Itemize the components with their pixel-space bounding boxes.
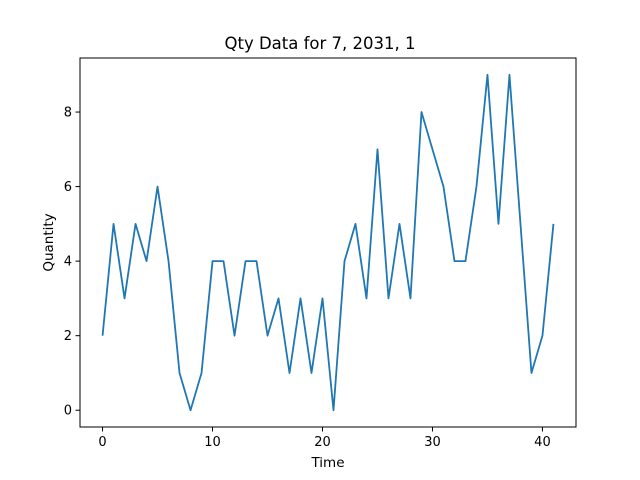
series-line-0 bbox=[101, 73, 555, 412]
x-tick-label: 0 bbox=[98, 435, 106, 450]
y-tick-label: 4 bbox=[64, 255, 72, 270]
y-tick-label: 6 bbox=[64, 180, 72, 195]
plot-area bbox=[101, 73, 555, 412]
y-axis-ticks: 0 2 4 6 8 bbox=[64, 106, 80, 419]
x-tick-label: 40 bbox=[534, 435, 551, 450]
y-axis-label: Quantity bbox=[41, 213, 57, 271]
y-tick-label: 8 bbox=[64, 106, 72, 121]
axes-frame bbox=[79, 57, 577, 428]
x-tick-label: 20 bbox=[314, 435, 331, 450]
x-tick-label: 10 bbox=[204, 435, 221, 450]
x-axis-ticks: 0 10 20 30 40 bbox=[98, 427, 551, 450]
y-tick-label: 0 bbox=[64, 404, 72, 419]
chart-title: Qty Data for 7, 2031, 1 bbox=[224, 34, 415, 53]
x-axis-label: Time bbox=[310, 455, 344, 471]
x-tick-label: 30 bbox=[424, 435, 441, 450]
y-tick-label: 2 bbox=[64, 329, 72, 344]
